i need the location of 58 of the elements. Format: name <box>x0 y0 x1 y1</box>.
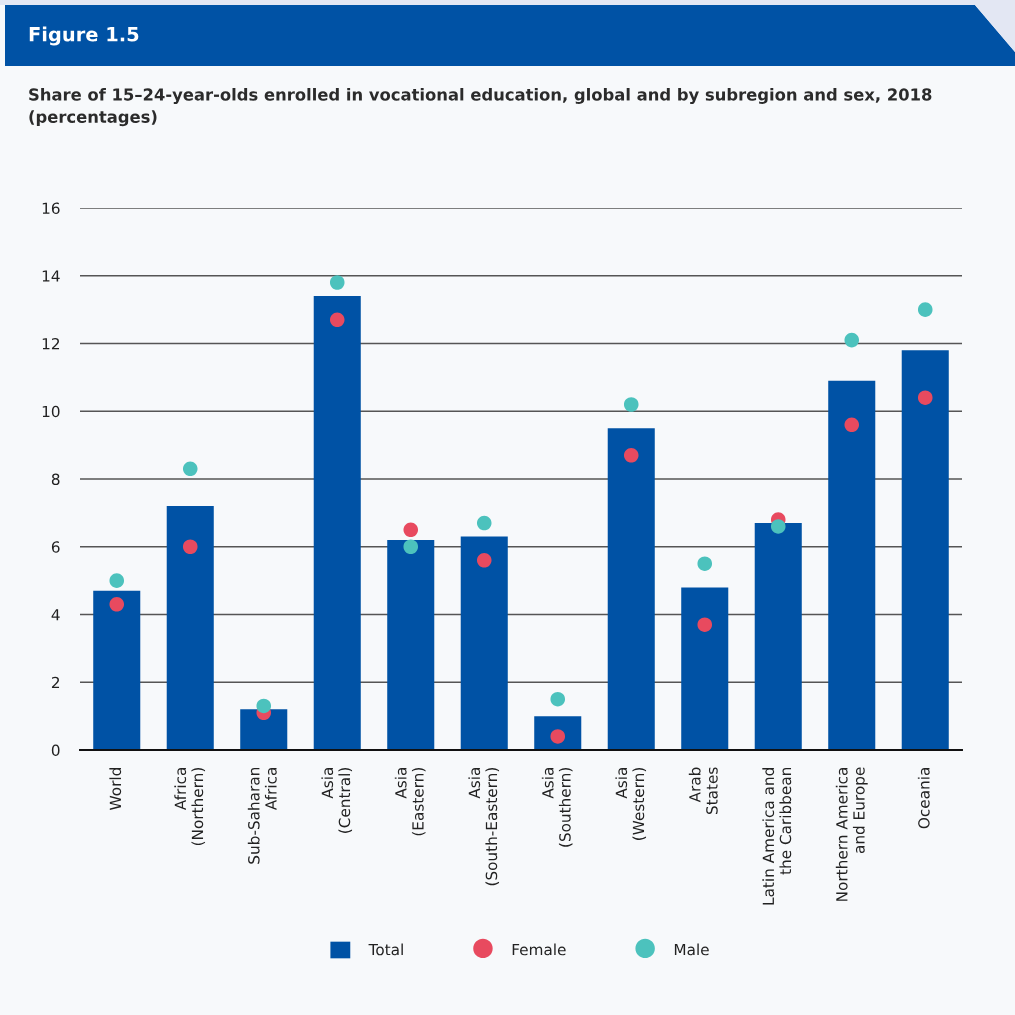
bar <box>460 536 508 750</box>
point <box>182 461 198 477</box>
x-tick-label: Latin America and the Caribbean <box>762 767 792 905</box>
point <box>256 698 272 714</box>
y-tick-label: 10 <box>42 405 60 418</box>
point <box>476 515 492 531</box>
point <box>697 556 713 571</box>
legend-label: Total <box>368 943 403 956</box>
point <box>109 573 125 588</box>
y-tick-label: 0 <box>51 744 60 757</box>
x-tick-label: Northern America and Europe <box>835 767 868 901</box>
y-tick-label: 12 <box>42 337 60 350</box>
point <box>917 390 933 405</box>
point <box>844 332 860 348</box>
chart-title: Figure 1.5 <box>29 26 139 46</box>
bar <box>828 380 876 750</box>
point <box>476 553 492 568</box>
point <box>697 617 713 632</box>
bar <box>754 523 802 750</box>
x-tick-label: Arab States <box>688 767 718 815</box>
point <box>403 539 419 555</box>
x-tick-label: Africa (Northern) <box>174 767 206 846</box>
y-tick-label: 8 <box>51 473 60 486</box>
x-tick-label: Asia (Central) <box>321 767 353 833</box>
point <box>109 597 125 612</box>
y-tick-label: 6 <box>51 541 60 553</box>
point <box>623 397 639 412</box>
x-tick-label: Asia (South-Eastern) <box>468 767 500 886</box>
legend-label: Female <box>512 943 566 956</box>
y-tick-label: 14 <box>42 270 60 282</box>
bar <box>166 506 214 750</box>
bar <box>387 539 435 750</box>
x-tick-label: Asia (Western) <box>615 767 647 840</box>
x-tick-label: Asia (Southern) <box>541 767 573 847</box>
point <box>329 275 345 290</box>
point <box>623 448 639 463</box>
point <box>329 312 345 328</box>
x-tick-label: Sub-Saharan Africa <box>247 767 277 864</box>
point <box>403 522 419 538</box>
bar <box>681 587 729 750</box>
point <box>917 302 933 317</box>
y-tick-label: 16 <box>42 202 60 215</box>
chart-subtitle: Share of 15–24-year-olds enrolled in vocational education, global and by subregion and sex, 2018 (percentages) <box>29 88 932 127</box>
bar <box>607 428 655 750</box>
y-tick-label: 4 <box>51 609 60 621</box>
point <box>550 691 566 707</box>
bar <box>93 590 141 750</box>
bar <box>901 350 949 750</box>
point <box>770 519 786 534</box>
legend-label: Male <box>674 943 709 956</box>
x-tick-label: Oceania <box>917 768 930 829</box>
y-tick-label: 2 <box>51 676 60 689</box>
point <box>844 417 860 433</box>
bar <box>313 296 361 750</box>
x-tick-label: World <box>109 768 122 810</box>
x-tick-label: Asia (Eastern) <box>394 767 426 836</box>
bar <box>240 709 288 750</box>
point <box>182 539 198 555</box>
